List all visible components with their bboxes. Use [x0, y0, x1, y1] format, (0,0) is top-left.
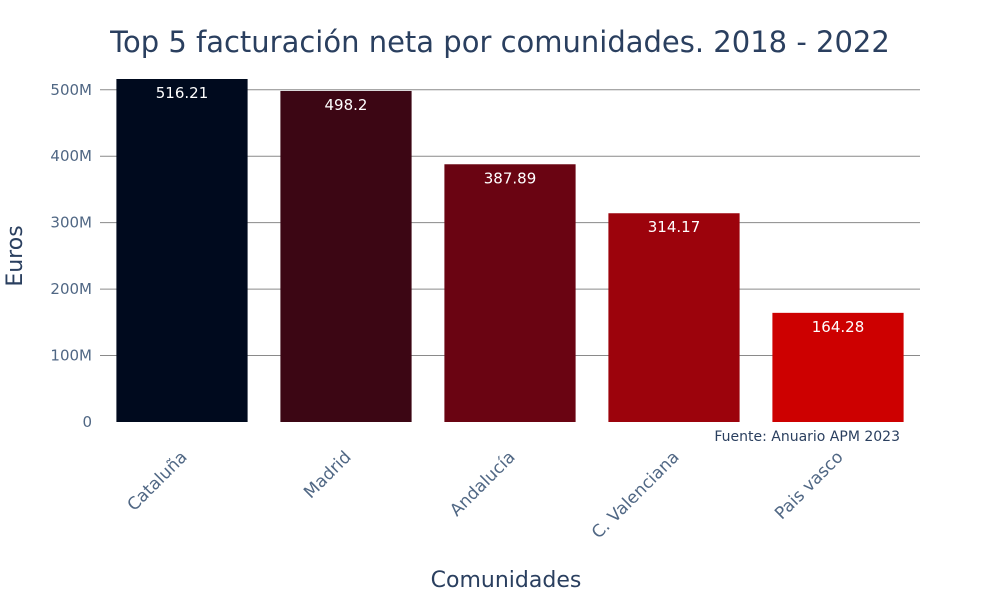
x-axis-title: Comunidades	[431, 568, 582, 593]
bar-c-valenciana	[608, 213, 740, 422]
y-tick-label: 400M	[50, 147, 92, 165]
y-tick-label: 100M	[50, 347, 92, 365]
bar-value-label: 516.21	[156, 84, 209, 102]
x-tick-label: Madrid	[300, 447, 355, 502]
source-annotation: Fuente: Anuario APM 2023	[714, 429, 900, 445]
x-tick-label: Andalucía	[446, 447, 519, 520]
bar-value-label: 164.28	[812, 318, 865, 336]
x-tick-label: Cataluña	[124, 447, 192, 515]
bar-pais-vasco	[772, 312, 904, 422]
x-tick-label: Pais vasco	[771, 447, 847, 523]
chart-title: Top 5 facturación neta por comunidades. …	[109, 25, 890, 59]
y-axis-title: Euros	[3, 225, 28, 286]
y-tick-label: 0	[82, 413, 92, 431]
y-tick-label: 500M	[50, 81, 92, 99]
bar-value-label: 498.2	[325, 96, 368, 114]
x-axis-ticks: Cataluña Madrid Andalucía C. Valenciana Pais…	[124, 447, 848, 542]
bar-madrid	[280, 90, 412, 423]
bars: 516.21 498.2 387.89 314.17 164.28	[116, 79, 904, 423]
x-tick-label: C. Valenciana	[588, 447, 683, 542]
bar-andaluc-a	[444, 164, 576, 422]
bar-value-label: 387.89	[484, 169, 537, 187]
y-tick-label: 300M	[50, 214, 92, 232]
y-axis-ticks: 0 100M 200M 300M 400M 500M	[50, 81, 92, 431]
bar-value-label: 314.17	[648, 218, 701, 236]
y-tick-label: 200M	[50, 280, 92, 298]
bar-catalu-a	[116, 79, 248, 422]
